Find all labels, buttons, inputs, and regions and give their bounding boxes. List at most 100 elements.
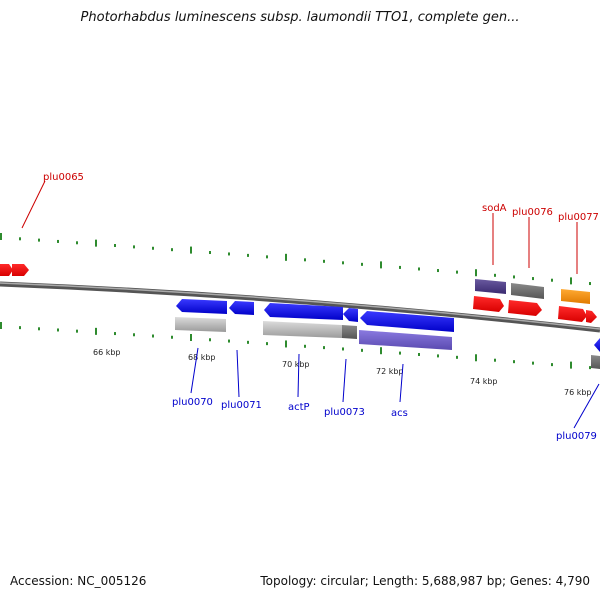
- gene-label-plu0070[interactable]: plu0070: [172, 397, 213, 408]
- gene-label-plu0065[interactable]: plu0065: [43, 172, 84, 183]
- scale-label: 74 kbp: [470, 377, 498, 386]
- minor-tick: [456, 355, 458, 359]
- minor-tick: [513, 360, 515, 364]
- scale-labels: 66 kbp 68 kbp 70 kbp 72 kbp 74 kbp 76 kb…: [93, 348, 592, 397]
- minor-tick: [114, 244, 116, 248]
- minor-tick: [228, 252, 230, 256]
- minor-tick: [494, 273, 496, 277]
- gene-label-plu0077[interactable]: plu0077: [558, 212, 599, 223]
- minor-tick: [323, 346, 325, 350]
- minor-tick: [266, 255, 268, 259]
- minor-tick: [532, 277, 534, 281]
- minor-tick: [266, 342, 268, 346]
- major-tick: [570, 361, 572, 369]
- gene-acs-arrow[interactable]: [360, 311, 454, 332]
- gene-plu0070-arrow[interactable]: [176, 299, 227, 314]
- major-tick: [285, 253, 287, 261]
- minor-tick: [76, 329, 78, 333]
- minor-tick: [209, 251, 211, 255]
- minor-tick: [247, 340, 249, 344]
- minor-tick: [399, 265, 401, 269]
- lower-tick-track: [0, 322, 591, 370]
- minor-tick: [418, 267, 420, 271]
- gene-plu0076-arrow[interactable]: [508, 300, 542, 316]
- major-tick: [380, 347, 382, 355]
- scale-label: 68 kbp: [188, 353, 216, 362]
- major-tick: [95, 239, 97, 247]
- minor-tick: [418, 352, 420, 356]
- gene-arrow[interactable]: [586, 310, 597, 323]
- major-tick: [475, 354, 477, 362]
- minor-tick: [152, 334, 154, 338]
- scale-label: 66 kbp: [93, 348, 121, 357]
- minor-tick: [57, 328, 59, 332]
- gene-label-plu0073[interactable]: plu0073: [324, 407, 365, 418]
- reverse-labels: plu0070 plu0071 actP plu0073 acs plu0079: [172, 347, 600, 442]
- minor-tick: [361, 348, 363, 352]
- gene-plu0073-arrow[interactable]: [343, 308, 358, 322]
- minor-tick: [133, 333, 135, 337]
- gene-plu0077-arrow[interactable]: [558, 306, 587, 322]
- minor-tick: [171, 335, 173, 339]
- minor-tick: [152, 246, 154, 250]
- minor-tick: [114, 332, 116, 336]
- forward-labels: plu0065 sodA plu0076 plu0077: [21, 172, 599, 274]
- gene-label-acs[interactable]: acs: [391, 408, 408, 419]
- gene-label-sodA[interactable]: sodA: [482, 203, 507, 214]
- minor-tick: [19, 326, 21, 330]
- gene-acs-box[interactable]: [359, 330, 452, 350]
- minor-tick: [323, 259, 325, 263]
- minor-tick: [399, 351, 401, 355]
- gene-label-plu0071[interactable]: plu0071: [221, 400, 262, 411]
- minor-tick: [171, 248, 173, 252]
- gene-plu0079-arrow[interactable]: [594, 338, 600, 352]
- gene-arrow[interactable]: [0, 264, 13, 276]
- gene-plu0073-box[interactable]: [342, 325, 357, 339]
- reverse-features: [175, 299, 600, 369]
- gene-label-plu0079[interactable]: plu0079: [556, 431, 597, 442]
- minor-tick: [19, 237, 21, 241]
- minor-tick: [133, 245, 135, 249]
- minor-tick: [38, 238, 40, 242]
- gene-box[interactable]: [591, 355, 600, 369]
- accession-text: Accession: NC_005126: [10, 574, 147, 588]
- gene-plu0070-box[interactable]: [175, 317, 226, 332]
- minor-tick: [513, 275, 515, 279]
- major-tick: [0, 233, 2, 240]
- genome-summary-text: Topology: circular; Length: 5,688,987 bp…: [260, 574, 590, 588]
- gene-label-actP[interactable]: actP: [288, 402, 310, 413]
- minor-tick: [551, 363, 553, 367]
- major-tick: [285, 340, 287, 348]
- minor-tick: [361, 262, 363, 266]
- minor-tick: [532, 361, 534, 365]
- gene-plu0076-box[interactable]: [511, 283, 544, 299]
- minor-tick: [437, 269, 439, 273]
- minor-tick: [589, 366, 591, 370]
- major-tick: [0, 322, 2, 329]
- gene-arrow[interactable]: [12, 264, 29, 276]
- major-tick: [570, 277, 572, 285]
- upper-tick-track: [0, 233, 591, 286]
- gene-sodA-arrow[interactable]: [473, 296, 504, 312]
- major-tick: [95, 327, 97, 335]
- gene-label-plu0076[interactable]: plu0076: [512, 207, 553, 218]
- gene-plu0071-arrow[interactable]: [229, 301, 254, 315]
- major-tick: [380, 261, 382, 269]
- gene-plu0077-box[interactable]: [561, 289, 590, 304]
- gene-actP-box[interactable]: [263, 321, 342, 338]
- minor-tick: [456, 270, 458, 274]
- major-tick: [475, 269, 477, 277]
- minor-tick: [494, 358, 496, 362]
- minor-tick: [57, 239, 59, 243]
- minor-tick: [247, 253, 249, 257]
- major-tick: [190, 334, 192, 342]
- minor-tick: [304, 258, 306, 262]
- minor-tick: [437, 354, 439, 358]
- backbone: [0, 281, 600, 333]
- gene-actP-arrow[interactable]: [264, 303, 343, 320]
- forward-features: [0, 264, 597, 323]
- gene-sodA-box[interactable]: [475, 279, 506, 294]
- minor-tick: [589, 282, 591, 286]
- minor-tick: [304, 344, 306, 348]
